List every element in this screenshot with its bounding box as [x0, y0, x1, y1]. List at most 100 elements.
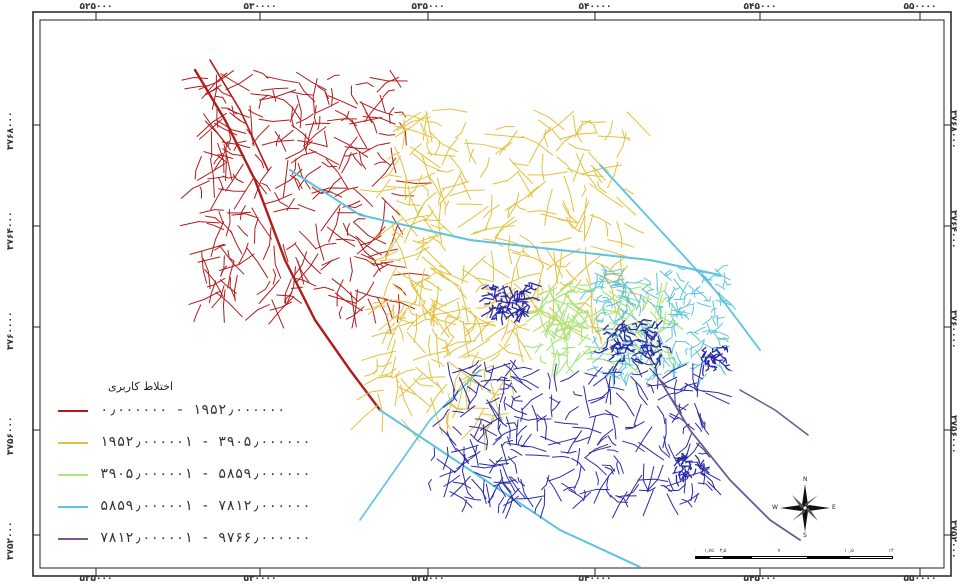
scale-label: ۱۴ [888, 548, 894, 554]
street-class-5 [504, 295, 510, 307]
street-class-5 [646, 351, 653, 361]
street-class-5 [471, 478, 487, 500]
street-class-5 [666, 493, 679, 515]
street-class-1 [196, 163, 226, 181]
compass-s: S [803, 532, 807, 539]
street-class-5 [592, 365, 614, 387]
street-class-5 [681, 475, 690, 480]
street-class-5 [458, 367, 483, 377]
street-class-2 [509, 266, 516, 306]
street-class-5 [679, 493, 700, 505]
street-class-1 [355, 235, 382, 256]
street-class-4 [696, 301, 711, 308]
street-class-2 [511, 252, 552, 267]
street-class-4 [656, 272, 658, 291]
street-class-2 [431, 328, 445, 342]
street-class-2 [367, 305, 387, 315]
street-class-4 [710, 322, 723, 335]
street-class-5 [700, 472, 705, 477]
street-class-4 [685, 347, 688, 355]
right-coordinate-label: ۳۷۶۴۰۰۰ [948, 210, 958, 249]
street-class-2 [589, 183, 624, 208]
street-class-5 [468, 425, 498, 437]
street-class-5 [658, 445, 671, 458]
legend-item-4: ۵۸۵۹٫۰۰۰۰۰۱ - ۷۸۱۲٫۰۰۰۰۰۰ [48, 498, 358, 516]
street-class-1 [249, 105, 253, 136]
street-class-1 [393, 272, 429, 276]
street-class-1 [291, 124, 310, 141]
street-class-5 [427, 478, 432, 491]
street-class-5 [511, 303, 518, 310]
street-class-1 [352, 187, 374, 207]
street-class-2 [361, 350, 397, 361]
street-class-5 [516, 313, 520, 323]
street-class-5 [680, 465, 692, 471]
street-class-1 [275, 134, 281, 147]
street-class-5 [673, 466, 678, 474]
street-class-2 [516, 329, 524, 363]
street-class-4 [706, 322, 711, 335]
street-class-1 [213, 152, 223, 165]
street-class-5 [521, 393, 543, 411]
main-road-class-4 [289, 169, 721, 276]
street-class-2 [490, 250, 495, 281]
top-coordinate-label: ۵۳۵۰۰۰ [411, 2, 445, 12]
map-legend: اختلاط کاربری ۰٫۰۰۰۰۰۰ - ۱۹۵۲٫۰۰۰۰۰۰ ۱۹۵… [48, 378, 358, 550]
street-class-5 [501, 463, 516, 493]
street-class-3 [553, 298, 582, 305]
street-class-3 [574, 312, 590, 318]
street-class-5 [721, 345, 729, 353]
street-class-5 [447, 362, 456, 392]
street-class-2 [451, 389, 463, 419]
street-class-2 [441, 340, 477, 349]
street-class-5 [613, 368, 617, 385]
street-class-1 [289, 91, 314, 96]
street-class-5 [611, 415, 617, 440]
street-class-2 [437, 177, 447, 207]
street-class-2 [422, 216, 439, 238]
street-class-5 [631, 360, 643, 378]
street-class-1 [275, 168, 303, 189]
street-class-2 [572, 153, 584, 182]
street-class-4 [625, 295, 637, 306]
street-class-5 [638, 487, 656, 492]
street-class-4 [671, 340, 677, 356]
street-class-4 [641, 288, 658, 299]
street-class-2 [381, 339, 396, 375]
street-class-3 [660, 281, 668, 293]
street-class-2 [616, 196, 636, 216]
street-class-2 [440, 318, 457, 335]
street-class-5 [512, 376, 539, 389]
street-class-3 [544, 317, 558, 336]
street-class-5 [710, 355, 717, 365]
legend-label-2: ۱۹۵۲٫۰۰۰۰۰۱ - ۳۹۰۵٫۰۰۰۰۰۰ [100, 434, 311, 450]
street-class-2 [398, 373, 423, 398]
street-class-1 [313, 286, 335, 291]
street-class-1 [289, 104, 299, 123]
street-class-1 [371, 263, 384, 268]
street-class-4 [646, 373, 663, 383]
street-class-2 [384, 227, 406, 260]
street-class-5 [588, 413, 614, 418]
street-class-5 [452, 365, 474, 374]
street-class-5 [605, 486, 612, 498]
street-class-2 [446, 315, 462, 319]
street-class-3 [641, 294, 649, 312]
street-class-5 [617, 358, 625, 362]
street-class-5 [678, 470, 682, 481]
scale-segment [849, 556, 893, 559]
street-class-1 [374, 161, 387, 165]
street-class-2 [507, 204, 515, 217]
street-class-4 [625, 279, 644, 284]
street-class-4 [694, 326, 706, 333]
street-class-4 [664, 369, 678, 375]
street-class-2 [579, 254, 602, 274]
street-class-2 [393, 125, 434, 139]
street-class-5 [496, 376, 508, 382]
street-class-2 [430, 307, 450, 338]
street-class-5 [488, 403, 508, 427]
street-class-3 [584, 307, 606, 319]
street-class-5 [537, 415, 547, 423]
street-class-4 [675, 351, 682, 365]
street-class-2 [607, 161, 619, 189]
